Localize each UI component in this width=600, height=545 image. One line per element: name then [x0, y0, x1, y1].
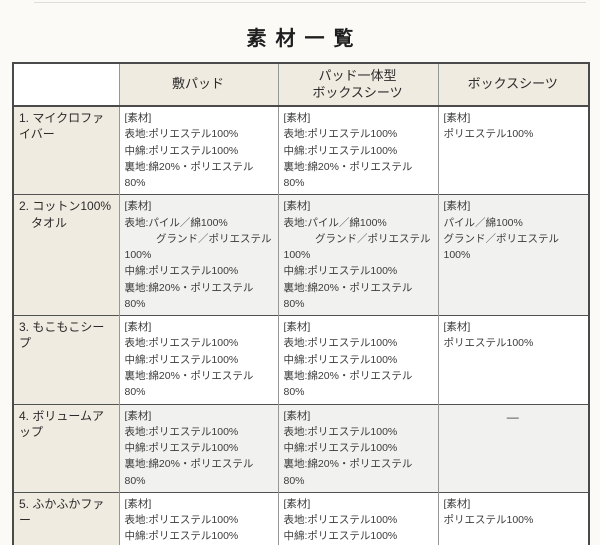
- material-cell: [素材] ポリエステル100%: [437, 315, 589, 405]
- material-cell: [素材] 表地:ポリエステル100% 中綿:ポリエステル100% 裏地:綿20%…: [277, 403, 438, 493]
- material-text: [素材] 表地:ポリエステル100% 中綿:ポリエステル100% 裏地:綿20%…: [283, 112, 413, 190]
- material-text: [素材] ポリエステル100%: [443, 112, 534, 141]
- material-text: [素材] ポリエステル100%: [443, 497, 534, 527]
- row-label: 3. もこもこシープ: [13, 315, 119, 405]
- material-text: [素材] 表地:ポリエステル100% 中綿:ポリエステル100% 裏地:綿20%…: [124, 409, 254, 487]
- empty-dash: —: [506, 409, 519, 424]
- row-label-text: 5. ふかふかファー: [19, 496, 105, 528]
- header-label: 敷パッド: [171, 76, 224, 92]
- row-label-text: 4. ボリュームアップ: [19, 408, 104, 439]
- row-label: 2. コットン100% タオル: [13, 194, 119, 316]
- material-cell: [素材] ポリエステル100%: [437, 105, 589, 195]
- material-text: [素材] 表地:ポリエステル100% 中綿:ポリエステル100% 裏地:綿20%…: [283, 321, 413, 399]
- header-pad-ittai-box-sheets: パッド一体型 ボックスシーツ: [277, 63, 438, 107]
- material-cell: [素材] 表地:ポリエステル100% 中綿:ポリエステル100% 裏地:綿20%…: [277, 315, 438, 405]
- material-text: [素材] 表地:ポリエステル100% 中綿:ポリエステル100% 裏地:綿20%…: [124, 112, 254, 190]
- table-row-volume-up: 4. ボリュームアップ [素材] 表地:ポリエステル100% 中綿:ポリエステル…: [13, 403, 589, 493]
- material-cell: [素材] 表地:ポリエステル100% 中綿:ポリエステル100% 裏地:綿20%…: [118, 403, 278, 493]
- material-cell: [素材] 表地:ポリエステル100% 中綿:ポリエステル100% 裏地:綿20%…: [118, 491, 278, 545]
- material-cell: [素材] 表地:ポリエステル100% 中綿:ポリエステル100% 裏地:綿20%…: [118, 105, 278, 195]
- material-cell: [素材] 表地:ポリエステル100% 中綿:ポリエステル100% 裏地:綿20%…: [277, 491, 438, 545]
- material-text: [素材] 表地:パイル／綿100% グランド／ポリエステル100% 中綿:ポリエ…: [124, 200, 272, 310]
- material-text: [素材] 表地:ポリエステル100% 中綿:ポリエステル100% 裏地:綿20%…: [283, 497, 398, 543]
- header-shiki-pad: 敷パッド: [118, 63, 278, 107]
- material-cell: [素材] 表地:パイル／綿100% グランド／ポリエステル100% 中綿:ポリエ…: [277, 194, 438, 316]
- material-cell: [素材] パイル／綿100% グランド／ポリエステル100%: [437, 194, 589, 316]
- material-cell: [素材] 表地:ポリエステル100% 中綿:ポリエステル100% 裏地:綿20%…: [277, 105, 438, 195]
- table-row-cotton-towel: 2. コットン100% タオル [素材] 表地:パイル／綿100% グランド／ポ…: [13, 194, 589, 316]
- table-row-mokomoko-sheep: 3. もこもこシープ [素材] 表地:ポリエステル100% 中綿:ポリエステル1…: [13, 315, 589, 405]
- material-cell: [素材] 表地:ポリエステル100% 中綿:ポリエステル100% 裏地:綿20%…: [118, 315, 278, 405]
- top-divider-line: [34, 2, 586, 3]
- material-text: [素材] 表地:パイル／綿100% グランド／ポリエステル100% 中綿:ポリエ…: [283, 200, 431, 310]
- page-title: 素材一覧: [246, 28, 363, 50]
- material-text: [素材] 表地:ポリエステル100% 中綿:ポリエステル100% 裏地:綿20%…: [283, 409, 413, 487]
- row-label: 1. マイクロファイバー: [13, 105, 119, 195]
- row-label: 5. ふかふかファー: [13, 491, 119, 545]
- header-corner-cell: [13, 63, 119, 107]
- material-cell-empty: —: [437, 403, 589, 493]
- material-text: [素材] パイル／綿100% グランド／ポリエステル100%: [443, 200, 560, 262]
- header-box-sheets: ボックスシーツ: [437, 63, 589, 107]
- material-cell: [素材] ポリエステル100%: [437, 491, 589, 545]
- material-cell: [素材] 表地:パイル／綿100% グランド／ポリエステル100% 中綿:ポリエ…: [118, 194, 278, 316]
- table-row-microfiber: 1. マイクロファイバー [素材] 表地:ポリエステル100% 中綿:ポリエステ…: [13, 105, 589, 195]
- material-text: [素材] 表地:ポリエステル100% 中綿:ポリエステル100% 裏地:綿20%…: [124, 321, 254, 399]
- material-text: [素材] ポリエステル100%: [443, 321, 534, 350]
- row-label-text: 2. コットン100% タオル: [19, 199, 112, 230]
- table-row-fukafuka-fur: 5. ふかふかファー [素材] 表地:ポリエステル100% 中綿:ポリエステル1…: [13, 491, 589, 545]
- header-label: パッド一体型 ボックスシーツ: [312, 68, 403, 100]
- material-table: 敷パッド パッド一体型 ボックスシーツ ボックスシーツ 1. マイクロファイバー…: [12, 62, 590, 545]
- row-label: 4. ボリュームアップ: [13, 403, 119, 493]
- table-header-row: 敷パッド パッド一体型 ボックスシーツ ボックスシーツ: [13, 63, 589, 107]
- material-text: [素材] 表地:ポリエステル100% 中綿:ポリエステル100% 裏地:綿20%…: [124, 497, 239, 543]
- row-label-text: 1. マイクロファイバー: [19, 111, 105, 142]
- header-label: ボックスシーツ: [467, 76, 558, 92]
- row-label-text: 3. もこもこシープ: [19, 320, 105, 351]
